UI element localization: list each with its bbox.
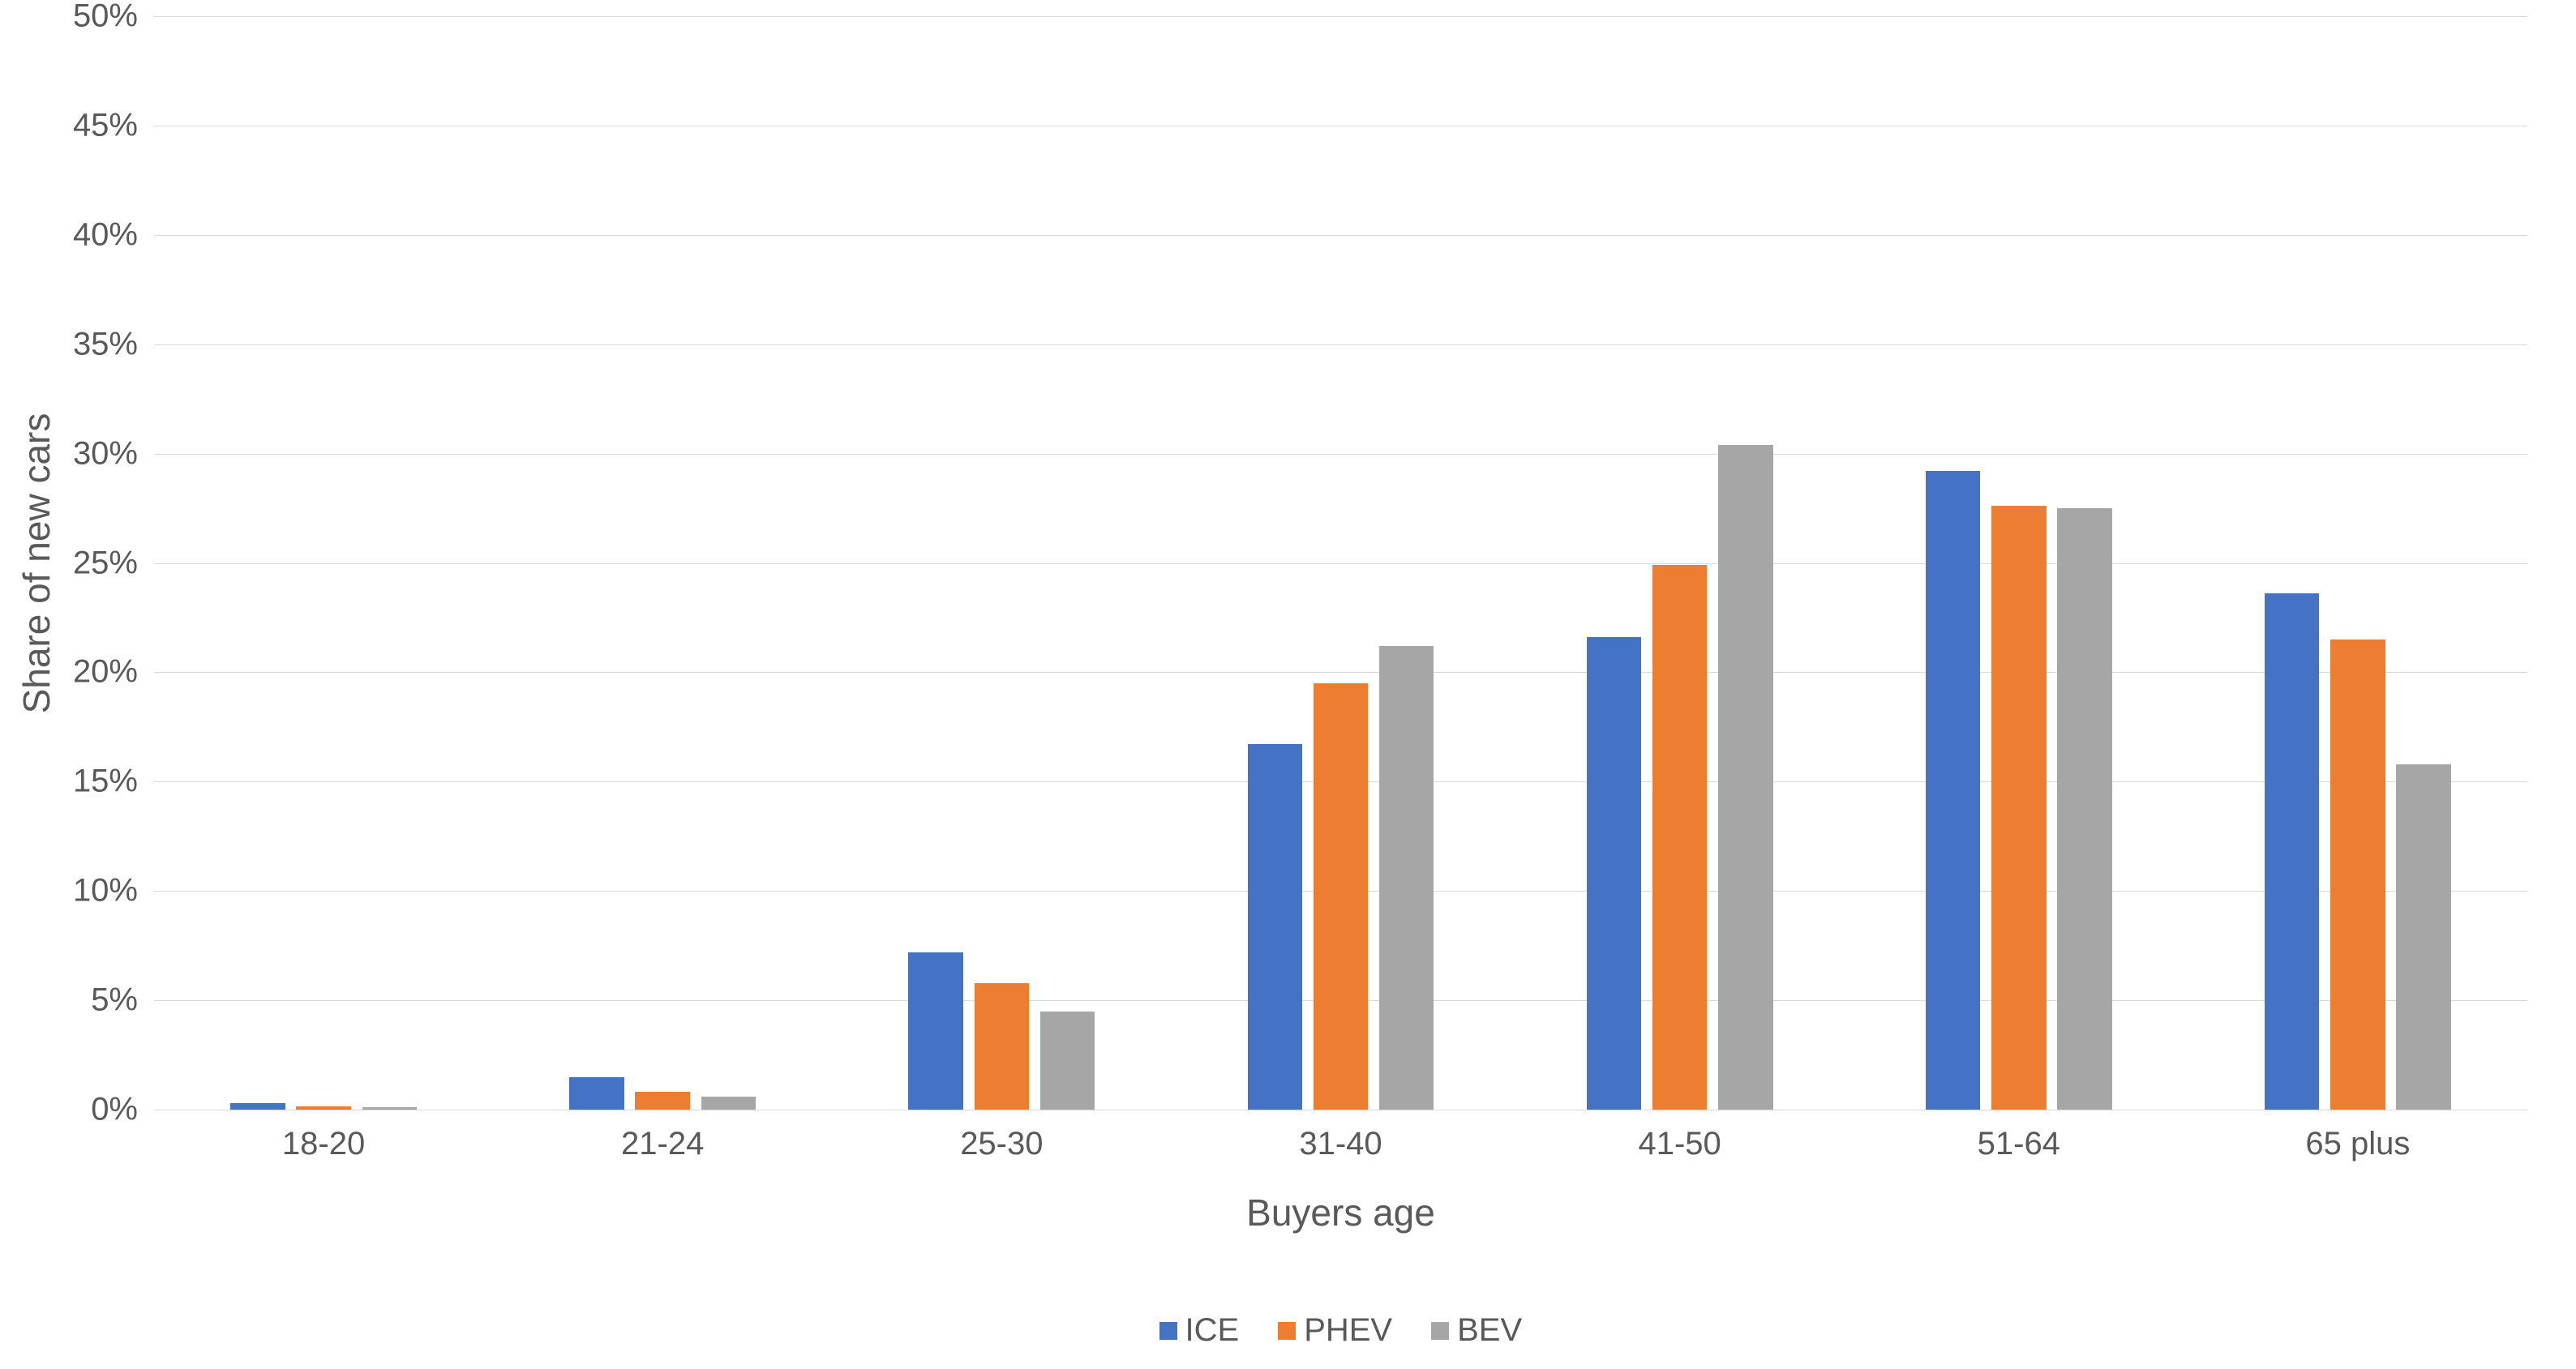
y-tick-label: 15% — [0, 764, 138, 800]
x-tick-label: 41-50 — [1638, 1126, 1721, 1162]
legend-item: BEV — [1431, 1312, 1522, 1349]
bar — [2265, 593, 2319, 1110]
gridline — [154, 454, 2527, 455]
bar — [1587, 637, 1641, 1110]
bar — [230, 1103, 285, 1110]
legend-label: BEV — [1457, 1312, 1522, 1349]
y-tick-label: 35% — [0, 326, 138, 362]
bar — [1926, 471, 1980, 1110]
bar — [908, 952, 962, 1110]
gridline — [154, 344, 2527, 345]
bar — [1040, 1012, 1095, 1110]
x-tick-label: 21-24 — [621, 1126, 704, 1162]
bar — [1248, 744, 1302, 1110]
x-tick-label: 18-20 — [282, 1126, 365, 1162]
legend-swatch — [1159, 1322, 1177, 1340]
bar — [1652, 565, 1707, 1110]
gridline — [154, 672, 2527, 673]
bar — [1314, 683, 1368, 1110]
bar — [362, 1107, 417, 1110]
x-tick-label: 31-40 — [1299, 1126, 1382, 1162]
x-tick-label: 51-64 — [1978, 1126, 2060, 1162]
legend-item: PHEV — [1278, 1312, 1392, 1349]
y-tick-label: 0% — [0, 1092, 138, 1128]
x-axis-title: Buyers age — [1246, 1191, 1435, 1234]
gridline — [154, 563, 2527, 564]
bar — [2330, 640, 2385, 1110]
bar — [975, 983, 1029, 1110]
legend-label: PHEV — [1304, 1312, 1392, 1349]
bar — [1379, 646, 1434, 1110]
y-axis-title: Share of new cars — [15, 413, 58, 713]
y-tick-label: 50% — [0, 0, 138, 35]
bar — [296, 1106, 350, 1110]
gridline — [154, 235, 2527, 236]
legend-item: ICE — [1159, 1312, 1240, 1349]
bar — [635, 1092, 689, 1110]
bar — [569, 1077, 624, 1110]
y-tick-label: 40% — [0, 216, 138, 253]
legend-swatch — [1278, 1322, 1296, 1340]
legend-label: ICE — [1185, 1312, 1240, 1349]
chart-container: 0%5%10%15%20%25%30%35%40%45%50%18-2021-2… — [0, 0, 2576, 1369]
y-tick-label: 10% — [0, 873, 138, 909]
legend-swatch — [1431, 1322, 1449, 1340]
y-tick-label: 5% — [0, 982, 138, 1019]
x-tick-label: 65 plus — [2305, 1126, 2410, 1162]
plot-area — [154, 16, 2527, 1110]
bar — [2396, 764, 2450, 1110]
gridline — [154, 16, 2527, 17]
legend: ICE PHEV BEV — [1159, 1312, 1523, 1349]
bar — [2057, 508, 2111, 1110]
bar — [701, 1097, 756, 1110]
x-tick-label: 25-30 — [960, 1126, 1043, 1162]
bar — [1991, 506, 2046, 1110]
y-tick-label: 45% — [0, 107, 138, 143]
bar — [1718, 445, 1772, 1110]
